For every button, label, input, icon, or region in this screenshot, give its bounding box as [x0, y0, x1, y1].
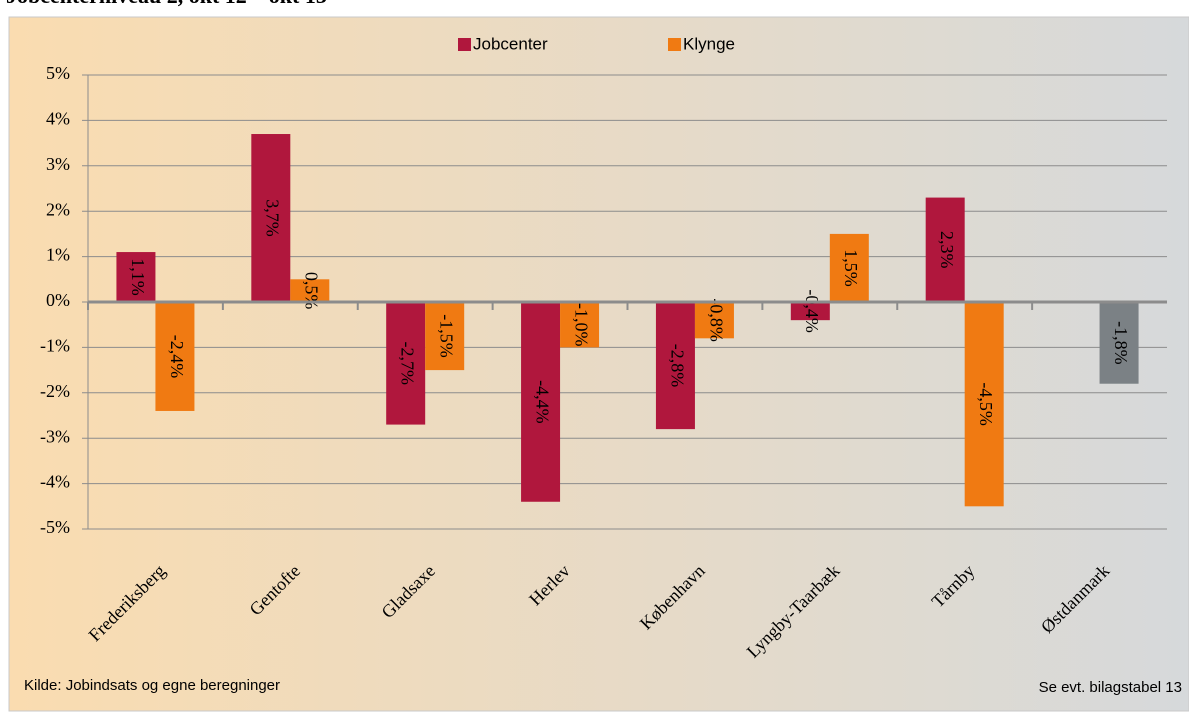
bar: [790, 302, 830, 321]
bar: [386, 302, 426, 425]
data-label: -0,4%: [802, 289, 822, 333]
data-label: -1,8%: [1111, 321, 1131, 365]
bar: [829, 233, 869, 302]
y-tick-label: -1%: [40, 336, 70, 356]
data-label: 1,1%: [128, 258, 148, 296]
y-tick-label: -3%: [40, 426, 70, 446]
bar: [655, 302, 695, 430]
y-tick-label: -2%: [40, 381, 70, 401]
bar: [694, 302, 734, 339]
y-tick-label: 2%: [46, 199, 70, 219]
y-tick-label: -5%: [40, 517, 70, 537]
chart-title: Jobcenterniveau 2, okt 12 – okt 13: [6, 0, 327, 8]
data-label: 0,5%: [302, 272, 322, 310]
bar: [521, 302, 561, 502]
bar: [116, 252, 156, 302]
bar: [560, 302, 600, 348]
y-tick-label: 3%: [46, 154, 70, 174]
legend-label: Klynge: [683, 34, 735, 53]
y-tick-label: 1%: [46, 245, 70, 265]
bar: [290, 279, 330, 302]
legend-label: Jobcenter: [473, 34, 548, 53]
legend-swatch: [458, 38, 471, 51]
bar: [964, 302, 1004, 507]
bar: [155, 302, 195, 411]
data-label: 1,5%: [841, 249, 861, 287]
y-tick-label: 0%: [46, 290, 70, 310]
bar: [1099, 302, 1139, 384]
bar: [251, 134, 291, 302]
data-label: 3,7%: [263, 199, 283, 237]
y-tick-label: 5%: [46, 63, 70, 83]
data-label: -2,8%: [667, 344, 687, 388]
bar: [925, 197, 965, 302]
data-label: -1,0%: [571, 303, 591, 347]
data-label: -1,5%: [437, 314, 457, 358]
y-tick-label: -4%: [40, 472, 70, 492]
y-tick-label: 4%: [46, 109, 70, 129]
legend-swatch: [668, 38, 681, 51]
data-label: 2,3%: [937, 231, 957, 268]
data-label: -4,4%: [532, 380, 552, 424]
source: Kilde: Jobindsats og egne beregninger: [24, 677, 280, 694]
data-label: -0,8%: [706, 298, 726, 342]
note: Se evt. bilagstabel 13: [1039, 679, 1182, 696]
data-label: -2,7%: [398, 342, 418, 386]
data-label: -4,5%: [976, 382, 996, 426]
bar: [425, 302, 465, 371]
data-label: -2,4%: [167, 335, 187, 379]
